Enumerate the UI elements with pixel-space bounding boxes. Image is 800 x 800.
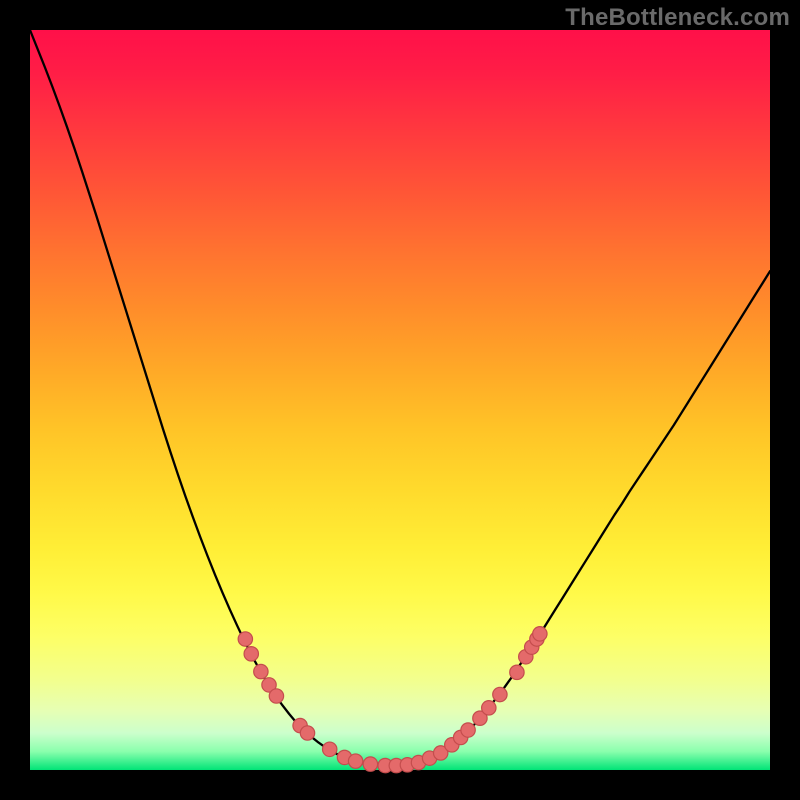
curve-markers bbox=[238, 627, 547, 773]
watermark-text: TheBottleneck.com bbox=[565, 4, 790, 32]
curve-marker bbox=[533, 627, 547, 641]
curve-marker bbox=[348, 754, 362, 768]
plot-svg bbox=[30, 30, 770, 770]
curve-marker bbox=[482, 701, 496, 715]
curve-marker bbox=[269, 689, 283, 703]
curve-marker bbox=[461, 723, 475, 737]
v-curve bbox=[30, 30, 770, 766]
curve-marker bbox=[238, 632, 252, 646]
curve-marker bbox=[510, 665, 524, 679]
plot-area bbox=[30, 30, 770, 770]
curve-marker bbox=[254, 664, 268, 678]
curve-marker bbox=[493, 687, 507, 701]
chart-frame: TheBottleneck.com bbox=[0, 0, 800, 800]
curve-marker bbox=[300, 726, 314, 740]
curve-marker bbox=[323, 742, 337, 756]
curve-marker bbox=[363, 757, 377, 771]
curve-marker bbox=[244, 647, 258, 661]
